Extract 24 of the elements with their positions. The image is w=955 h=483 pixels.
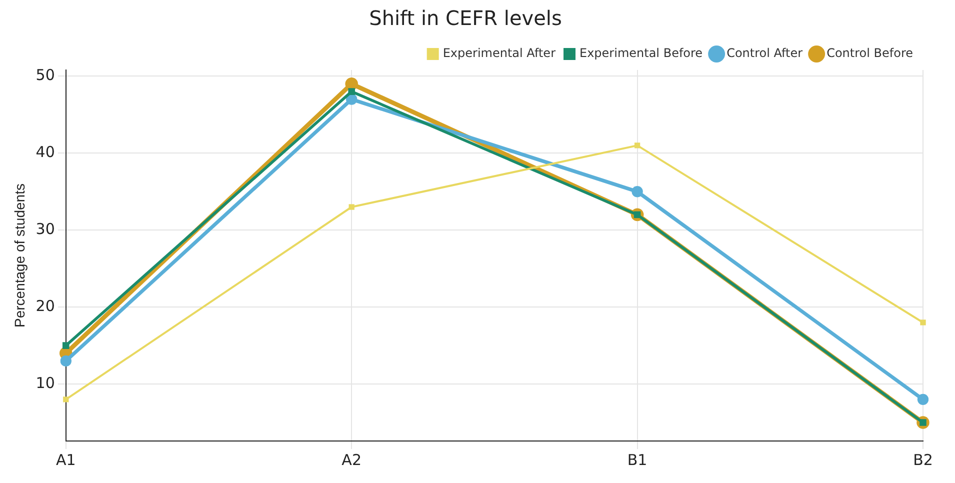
point bbox=[634, 142, 640, 148]
x-tick-label: B2 bbox=[913, 450, 933, 469]
y-tick-label: 20 bbox=[36, 296, 55, 315]
x-tick-label: A1 bbox=[56, 450, 76, 469]
point bbox=[348, 88, 355, 95]
y-tick-label: 50 bbox=[36, 66, 55, 84]
y-tick-label: 40 bbox=[36, 143, 55, 162]
point bbox=[920, 320, 926, 326]
point bbox=[62, 342, 70, 349]
point bbox=[60, 355, 72, 367]
x-tick-label: B1 bbox=[627, 450, 648, 469]
legend-label: Experimental After bbox=[442, 46, 556, 60]
point bbox=[63, 396, 69, 402]
chart-title: Shift in CEFR levels bbox=[369, 6, 562, 30]
y-axis-title: Percentage of students bbox=[11, 184, 28, 328]
point bbox=[632, 186, 643, 198]
y-tick-label: 30 bbox=[36, 220, 55, 238]
legend-label: Control After bbox=[726, 46, 803, 60]
point bbox=[917, 394, 929, 406]
point bbox=[348, 204, 354, 210]
x-tick-label: A2 bbox=[342, 450, 362, 469]
legend-label: Control Before bbox=[826, 46, 914, 60]
y-tick-label: 10 bbox=[36, 374, 55, 392]
legend-label: Experimental Before bbox=[579, 46, 703, 60]
